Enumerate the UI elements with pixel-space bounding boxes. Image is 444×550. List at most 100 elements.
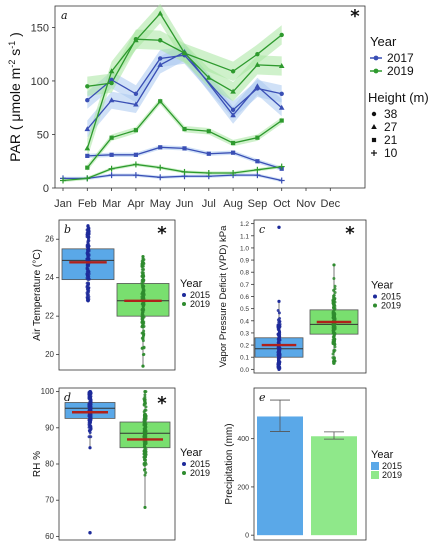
obs-point-b-2019-108 bbox=[141, 285, 145, 289]
legend-height-label-10: 10 bbox=[384, 146, 398, 160]
point-2019-h21-3 bbox=[109, 135, 114, 140]
point-2019-h27-8 bbox=[230, 88, 236, 94]
obs-point-b-2015-128 bbox=[87, 249, 91, 253]
obs-point-c-2015-48 bbox=[276, 308, 280, 312]
legend-label-c-2019: 2019 bbox=[381, 301, 401, 311]
obs-point-d-2015-139 bbox=[88, 407, 92, 411]
x-tick-label-a-Sep: Sep bbox=[248, 198, 268, 210]
point-2019-h27-7 bbox=[206, 74, 212, 80]
panel-letter-c: c bbox=[259, 223, 265, 236]
obs-point-b-2019-134 bbox=[142, 287, 146, 291]
y-tick-label-b-1: 22 bbox=[45, 312, 54, 321]
obs-point-c-2019-114 bbox=[332, 277, 336, 281]
obs-point-b-2015-129 bbox=[87, 239, 91, 243]
obs-point-d-2015-45 bbox=[87, 435, 91, 439]
y-axis-title-a: PAR ( μmole m-2 s-1 ) bbox=[7, 32, 23, 162]
y-tick-label-c-0: 0.0 bbox=[240, 367, 249, 374]
obs-point-d-2019-130 bbox=[144, 422, 148, 426]
chart-marks bbox=[52, 10, 382, 537]
point-2017-h38-10 bbox=[279, 91, 284, 96]
point-2017-h38-2 bbox=[85, 98, 90, 103]
obs-point-d-2019-131 bbox=[143, 412, 147, 416]
point-2019-h27-10 bbox=[278, 62, 285, 68]
point-2017-h27-2 bbox=[84, 126, 91, 132]
obs-point-c-2015-106 bbox=[277, 328, 281, 332]
obs-point-d-2019-57 bbox=[142, 402, 146, 406]
point-2017-h27-4 bbox=[133, 101, 139, 107]
obs-point-c-2019-66 bbox=[333, 348, 337, 352]
point-2019-h21-9 bbox=[255, 135, 260, 140]
legend-label-d-2015: 2015 bbox=[190, 459, 210, 469]
point-2019-h27-6 bbox=[181, 50, 188, 56]
obs-point-c-2015-136 bbox=[278, 322, 282, 326]
x-tick-label-a-Jan: Jan bbox=[54, 198, 72, 210]
legend-key-e-2019 bbox=[371, 471, 379, 479]
y-tick-label-c-8: 0.8 bbox=[240, 270, 249, 277]
y-tick-label-d-4: 100 bbox=[41, 387, 55, 396]
legend-label-2017: 2017 bbox=[387, 51, 414, 65]
obs-min-b-2019 bbox=[141, 364, 145, 368]
point-2017-h21-9 bbox=[255, 159, 260, 164]
obs-point-d-2019-69 bbox=[144, 408, 148, 412]
obs-min-d-2019 bbox=[143, 505, 147, 510]
y-tick-label-e-0: 0 bbox=[245, 533, 249, 540]
obs-point-d-2019-133 bbox=[142, 416, 146, 420]
point-2019-h21-10 bbox=[279, 118, 284, 123]
x-tick-label-a-Aug: Aug bbox=[223, 198, 243, 210]
obs-min-d-2015 bbox=[88, 446, 92, 450]
obs-point-d-2015-135 bbox=[87, 418, 91, 422]
point-2019-h38-9 bbox=[255, 51, 260, 57]
y-tick-label-b-3: 26 bbox=[45, 235, 54, 244]
line-2019-h10 bbox=[62, 163, 282, 182]
legend-label-d-2019: 2019 bbox=[190, 468, 210, 478]
x-tick-label-a-Jun: Jun bbox=[176, 198, 194, 210]
obs-max-c-2019 bbox=[332, 263, 336, 267]
legend-label-b-2015: 2015 bbox=[190, 290, 210, 300]
point-2017-h21-2 bbox=[85, 153, 90, 158]
band-2019-h21 bbox=[87, 98, 282, 171]
x-tick-label-a-Jul: Jul bbox=[202, 198, 216, 210]
obs-point-c-2019-130 bbox=[331, 312, 335, 316]
legend-label-2019: 2019 bbox=[387, 64, 414, 78]
obs-point-c-2015-10 bbox=[277, 311, 281, 315]
y-tick-label-a-50: 50 bbox=[37, 129, 49, 141]
legend-label-b-2019: 2019 bbox=[190, 299, 210, 309]
legend-title-e: Year bbox=[371, 449, 394, 461]
obs-point-d-2015-132 bbox=[89, 413, 93, 417]
y-axis-title-d: RH % bbox=[32, 451, 43, 477]
y-tick-label-d-0: 60 bbox=[45, 532, 54, 541]
significance-star-d: * bbox=[157, 393, 167, 414]
y-tick-label-d-1: 70 bbox=[45, 496, 54, 505]
legend-key-e-2015 bbox=[371, 462, 379, 470]
y-axis-title-b: Air Temperature (°C) bbox=[32, 249, 43, 341]
obs-max-d-2019 bbox=[143, 390, 147, 394]
x-tick-label-a-Nov: Nov bbox=[296, 198, 316, 210]
obs-point-c-2015-128 bbox=[277, 325, 281, 329]
obs-point-c-2019-103 bbox=[333, 284, 337, 288]
outlier-d-2015 bbox=[88, 531, 92, 535]
legend-label-e-2015: 2015 bbox=[382, 461, 402, 471]
obs-point-d-2015-104 bbox=[89, 427, 93, 431]
obs-point-c-2015-134 bbox=[277, 357, 281, 361]
obs-point-b-2019-121 bbox=[140, 292, 144, 296]
obs-min-b-2015 bbox=[86, 299, 90, 303]
obs-point-c-2019-117 bbox=[331, 301, 335, 305]
legend-title-d: Year bbox=[180, 447, 203, 459]
obs-point-d-2019-136 bbox=[142, 399, 146, 403]
legend-key-c-2019 bbox=[373, 303, 377, 308]
obs-point-c-2019-45 bbox=[332, 288, 336, 292]
obs-point-d-2015-128 bbox=[87, 397, 91, 401]
obs-point-b-2015-126 bbox=[85, 245, 89, 249]
y-tick-label-d-2: 80 bbox=[45, 460, 54, 469]
legend-key-dot-2017 bbox=[373, 55, 379, 61]
obs-point-b-2015-124 bbox=[85, 231, 89, 235]
obs-point-d-2019-115 bbox=[143, 393, 147, 397]
obs-point-b-2015-131 bbox=[85, 233, 89, 237]
point-2017-h21-6 bbox=[182, 146, 187, 151]
legend-height-label-21: 21 bbox=[384, 133, 398, 147]
obs-point-b-2015-133 bbox=[85, 272, 89, 276]
point-2019-h38-8 bbox=[230, 69, 236, 74]
obs-min-c-2015 bbox=[277, 367, 281, 371]
obs-point-d-2015-136 bbox=[87, 421, 91, 425]
line-2019-h38 bbox=[87, 34, 283, 87]
